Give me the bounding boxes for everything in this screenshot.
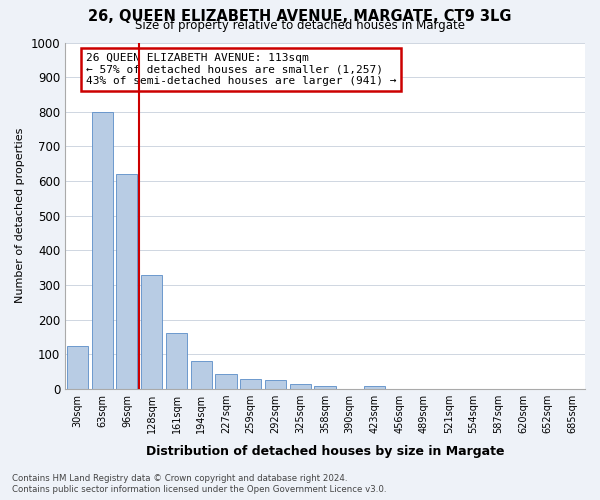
- Bar: [290, 384, 311, 389]
- Bar: [116, 174, 137, 389]
- Bar: [92, 112, 113, 389]
- Y-axis label: Number of detached properties: Number of detached properties: [15, 128, 25, 304]
- Bar: [141, 274, 162, 389]
- Bar: [166, 332, 187, 389]
- Bar: [240, 378, 261, 389]
- Bar: [67, 346, 88, 389]
- Text: Size of property relative to detached houses in Margate: Size of property relative to detached ho…: [135, 19, 465, 32]
- Bar: [215, 374, 236, 389]
- Text: Contains HM Land Registry data © Crown copyright and database right 2024.
Contai: Contains HM Land Registry data © Crown c…: [12, 474, 386, 494]
- Bar: [314, 386, 335, 389]
- Bar: [364, 386, 385, 389]
- X-axis label: Distribution of detached houses by size in Margate: Distribution of detached houses by size …: [146, 444, 504, 458]
- Text: 26, QUEEN ELIZABETH AVENUE, MARGATE, CT9 3LG: 26, QUEEN ELIZABETH AVENUE, MARGATE, CT9…: [88, 9, 512, 24]
- Bar: [265, 380, 286, 389]
- Bar: [191, 360, 212, 389]
- Text: 26 QUEEN ELIZABETH AVENUE: 113sqm
← 57% of detached houses are smaller (1,257)
4: 26 QUEEN ELIZABETH AVENUE: 113sqm ← 57% …: [86, 53, 397, 86]
